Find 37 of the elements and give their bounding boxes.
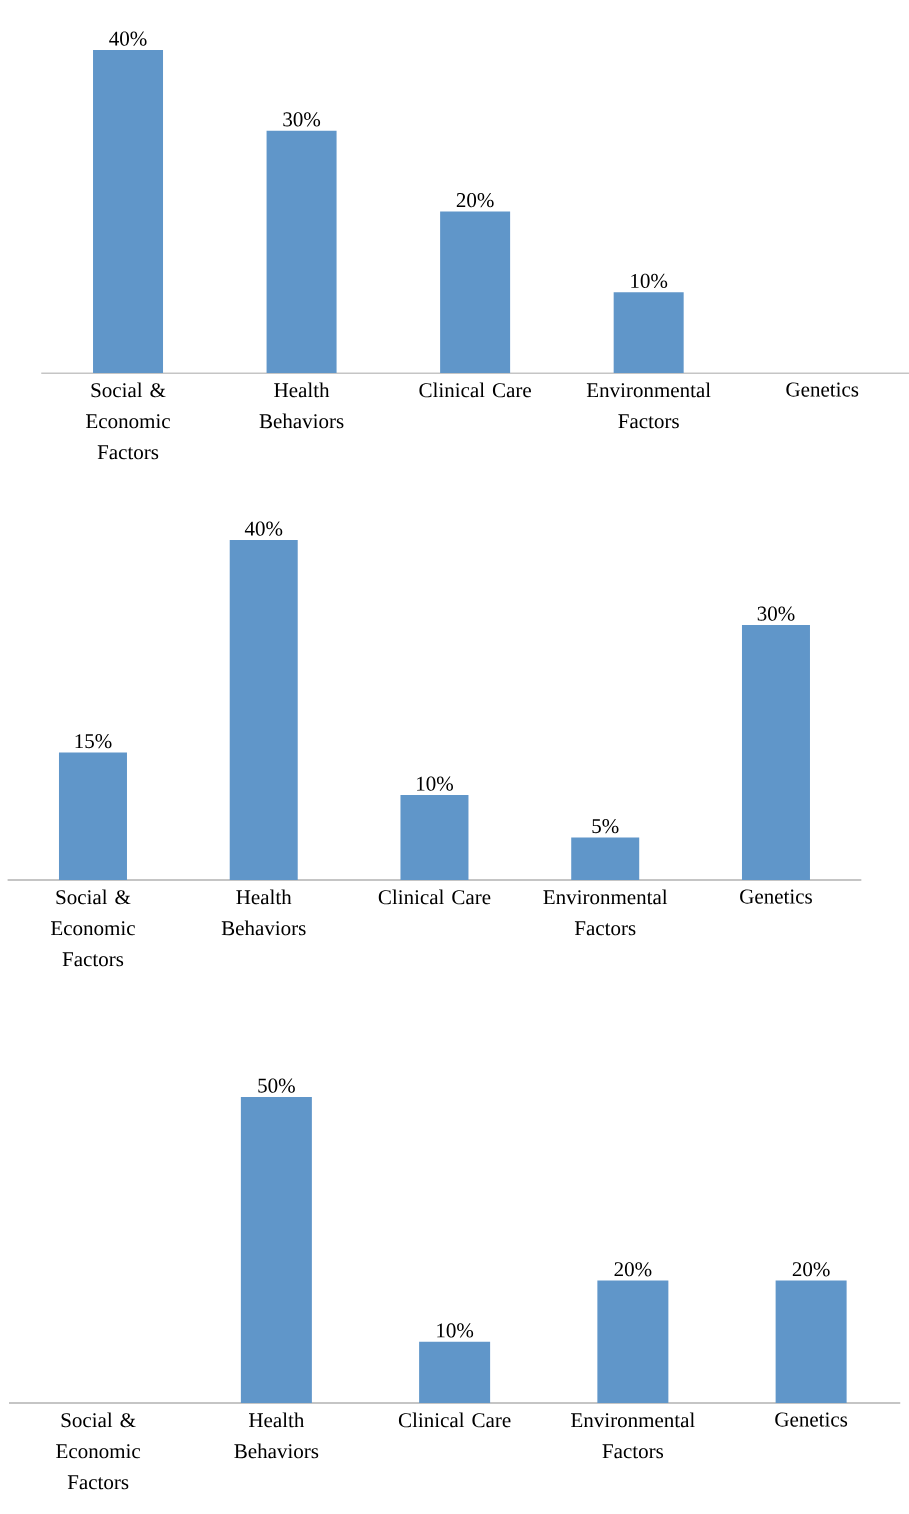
x-tick-label: Health Behaviors — [221, 889, 306, 936]
bar — [229, 539, 298, 880]
data-label: 30% — [283, 112, 321, 127]
data-label: 10% — [437, 1323, 474, 1338]
data-label: 15% — [75, 734, 112, 749]
bar — [400, 794, 469, 880]
x-tick-label: Health Behaviors — [234, 1412, 319, 1459]
bar — [741, 624, 810, 880]
x-tick-label: Genetics — [740, 889, 812, 904]
data-label: 40% — [244, 521, 283, 536]
bar — [613, 292, 684, 373]
bar — [266, 130, 337, 373]
x-tick-label: Clinical Care — [419, 382, 531, 398]
x-tick-label: Genetics — [775, 1412, 848, 1427]
x-tick-label: Genetics — [786, 382, 859, 397]
x-tick-label: Environmental Factors — [571, 1412, 695, 1459]
data-label: 20% — [792, 1262, 830, 1277]
x-tick-label: Clinical Care — [378, 889, 491, 905]
x-tick-label: Clinical Care — [398, 1412, 511, 1428]
data-label: 5% — [592, 819, 619, 834]
x-tick-label: Environmental Factors — [586, 382, 711, 429]
data-label: 30% — [757, 606, 795, 621]
data-label: 20% — [614, 1262, 652, 1277]
x-tick-label: Social & Economic Factors — [86, 382, 170, 460]
data-label: 10% — [417, 776, 454, 791]
data-label: 50% — [258, 1078, 295, 1093]
x-tick-label: Social & Economic Factors — [56, 1412, 141, 1490]
bar — [58, 752, 127, 880]
bar — [440, 211, 511, 373]
data-label: 40% — [109, 31, 147, 46]
x-tick-label: Social & Economic Factors — [51, 889, 135, 967]
data-label: 10% — [631, 273, 668, 289]
x-tick-label: Health Behaviors — [259, 382, 344, 429]
x-tick-label: Environmental Factors — [543, 889, 668, 936]
bar — [571, 837, 640, 880]
data-label: 20% — [456, 193, 494, 208]
bar — [93, 49, 164, 373]
